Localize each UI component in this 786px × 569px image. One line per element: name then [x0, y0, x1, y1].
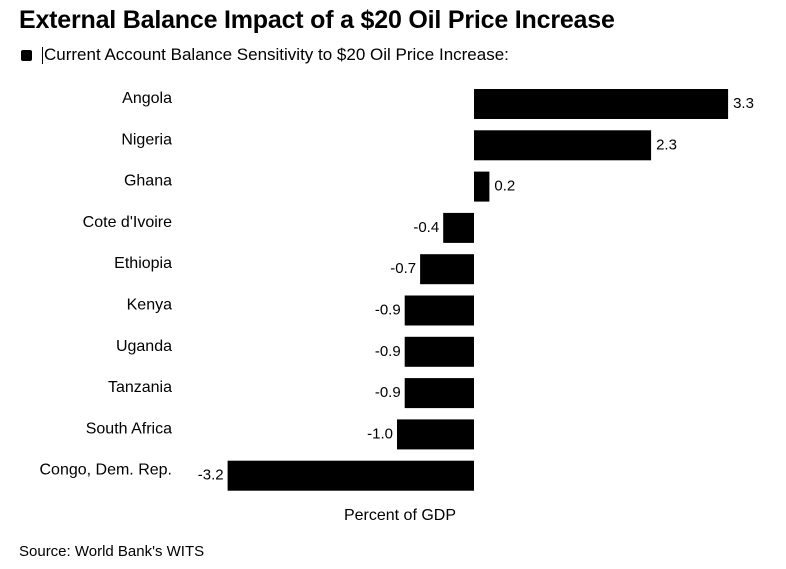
bar	[474, 130, 652, 161]
category-label: Kenya	[127, 297, 172, 314]
bar	[397, 419, 474, 450]
category-label: Uganda	[116, 338, 172, 355]
category-label: Angola	[122, 90, 172, 107]
category-label: Tanzania	[108, 379, 172, 396]
data-label: -0.4	[413, 219, 439, 236]
category-label: Ethiopia	[114, 255, 172, 272]
bar	[474, 89, 729, 119]
category-label: South Africa	[86, 420, 172, 437]
bar	[404, 378, 474, 409]
legend: Current Account Balance Sensitivity to $…	[21, 44, 509, 66]
legend-swatch	[21, 49, 32, 61]
data-label: 0.2	[494, 178, 515, 195]
category-labels: Angola Nigeria Ghana Cote d'Ivoire Ethiopia K…	[39, 90, 172, 479]
bar	[404, 295, 474, 326]
data-label: -3.2	[198, 467, 224, 484]
bar	[443, 212, 474, 243]
data-label: -1.0	[367, 425, 393, 442]
bar	[227, 460, 474, 491]
x-axis-label: Percent of GDP	[344, 507, 456, 524]
legend-label: Current Account Balance Sensitivity to $…	[44, 45, 509, 64]
category-label: Nigeria	[121, 131, 172, 148]
category-label: Ghana	[124, 173, 172, 190]
category-label: Congo, Dem. Rep.	[39, 462, 172, 479]
bars	[227, 89, 729, 491]
bar	[404, 336, 474, 367]
chart-title: External Balance Impact of a $20 Oil Pri…	[19, 6, 615, 34]
data-label: -0.7	[390, 260, 416, 277]
category-label: Cote d'Ivoire	[83, 214, 172, 231]
bar	[420, 254, 474, 285]
data-label: 2.3	[656, 136, 677, 153]
value-labels: 3.3 2.3 0.2 -0.4 -0.7 -0.9 -0.9 -0.9 -1.0 -3.2	[198, 95, 754, 484]
bar	[474, 171, 490, 202]
data-label: -0.9	[375, 343, 401, 360]
data-label: 3.3	[733, 95, 754, 112]
data-label: -0.9	[375, 384, 401, 401]
text-cursor	[42, 46, 43, 64]
source-note: Source: World Bank's WITS	[19, 543, 205, 560]
data-label: -0.9	[375, 302, 401, 319]
